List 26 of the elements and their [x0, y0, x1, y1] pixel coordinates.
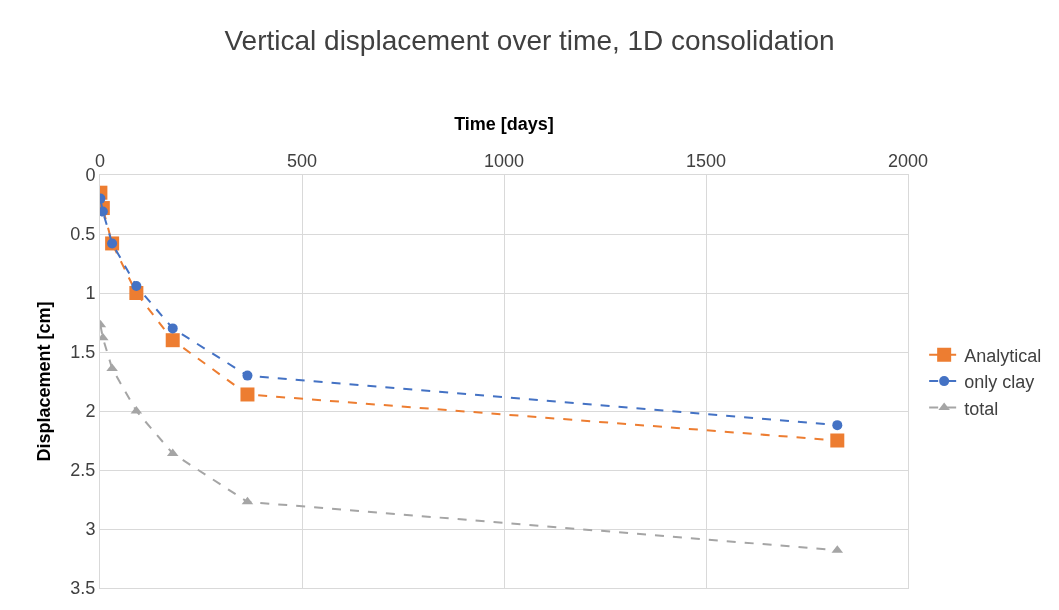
y-tick-label: 2: [85, 401, 96, 422]
point: [832, 420, 843, 431]
y-axis-title: Displacement [cm]: [33, 301, 54, 462]
point: [830, 433, 845, 448]
point: [165, 333, 180, 348]
x-tick-label: 1000: [483, 150, 525, 171]
y-tick-label: 3: [85, 519, 96, 540]
chart-title: Vertical displacement over time, 1D consolidation: [224, 25, 835, 57]
legend-label: only clay: [964, 372, 1035, 393]
y-tick-label: 1: [85, 283, 96, 304]
point: [240, 387, 255, 402]
legend-label: total: [964, 398, 999, 419]
x-axis-title: Time [days]: [454, 114, 554, 134]
x-tick-label: 2000: [887, 150, 929, 171]
point: [106, 363, 118, 372]
point: [242, 370, 253, 381]
y-tick-label: 1.5: [70, 342, 96, 363]
y-tick-label: 0: [85, 165, 96, 186]
x-tick-label: 500: [286, 150, 318, 171]
y-tick-label: 0.5: [70, 224, 96, 245]
y-tick-label: 2.5: [70, 460, 96, 481]
x-tick-label: 1500: [685, 150, 727, 171]
legend-label: Analytical: [964, 345, 1042, 366]
y-tick-label: 3.5: [70, 578, 96, 599]
point: [131, 280, 142, 291]
point: [167, 323, 178, 334]
